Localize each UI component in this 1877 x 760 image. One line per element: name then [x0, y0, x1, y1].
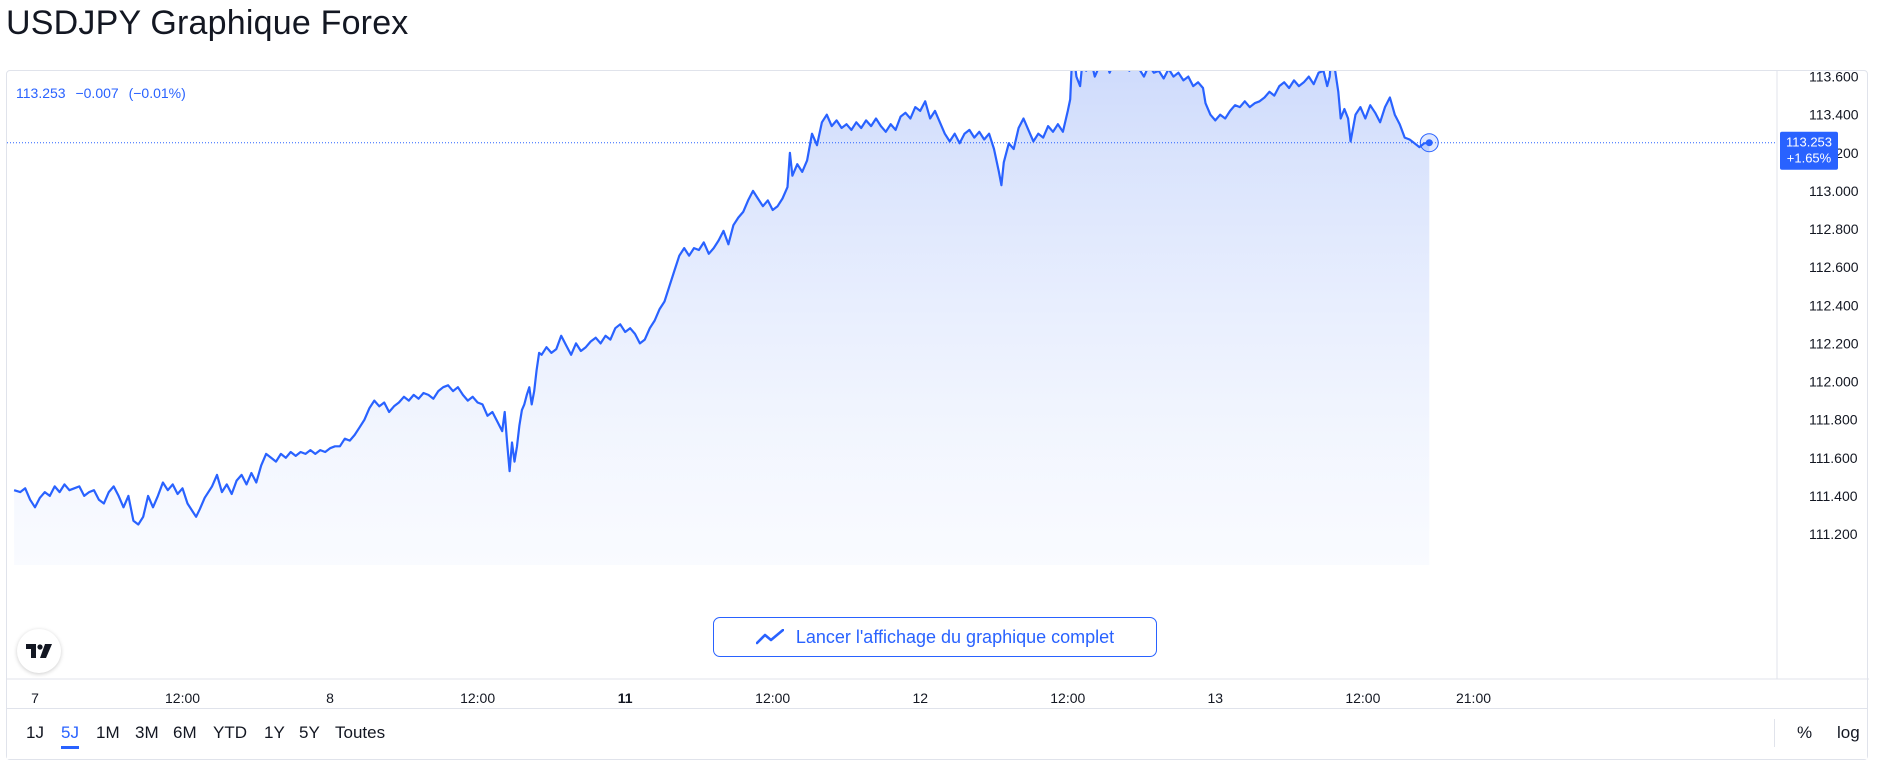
y-tick-label: 113.000: [1809, 183, 1859, 199]
page-title: USDJPY Graphique Forex: [6, 4, 409, 42]
x-tick-label: 8: [326, 690, 334, 706]
y-tick-label: 112.200: [1809, 335, 1859, 351]
last-price-value: 113.253: [1786, 135, 1832, 150]
launch-full-chart-button[interactable]: Lancer l'affichage du graphique complet: [713, 617, 1157, 657]
x-tick-label: 12:00: [1345, 690, 1380, 706]
tradingview-logo-icon[interactable]: [17, 629, 61, 673]
range-button-1m[interactable]: 1M: [96, 723, 120, 742]
chart-line-icon: [755, 629, 784, 645]
legend-change: −0.007: [75, 85, 119, 101]
toolbar-divider: [1774, 719, 1775, 747]
x-tick-label: 7: [31, 690, 39, 706]
log-scale-button[interactable]: log: [1837, 723, 1860, 742]
x-tick-label: 12:00: [1050, 690, 1085, 706]
legend-change-pct: (−0.01%): [128, 85, 186, 101]
y-tick-label: 112.800: [1809, 221, 1859, 237]
tradingview-logo-glyph: [26, 644, 52, 658]
launch-full-chart-label: Lancer l'affichage du graphique complet: [795, 626, 1115, 647]
chart-canvas[interactable]: 114.000113.800113.600113.400113.200113.0…: [7, 71, 1869, 711]
chart-widget[interactable]: 114.000113.800113.600113.400113.200113.0…: [6, 70, 1869, 760]
last-price-marker: [1425, 139, 1433, 147]
range-button-ytd[interactable]: YTD: [213, 723, 247, 742]
series-line: [13, 71, 1430, 526]
range-button-5j[interactable]: 5J: [61, 723, 79, 749]
x-tick-label: 12:00: [165, 690, 200, 706]
percent-scale-button[interactable]: %: [1797, 723, 1813, 742]
x-tick-label: 13: [1208, 690, 1224, 706]
y-tick-label: 111.200: [1809, 526, 1858, 542]
y-tick-label: 111.800: [1809, 412, 1858, 428]
range-button-5y[interactable]: 5Y: [299, 723, 320, 742]
y-tick-label: 111.400: [1809, 488, 1858, 504]
range-button-1y[interactable]: 1Y: [264, 723, 285, 742]
last-price-badge: [1780, 131, 1838, 170]
range-button-6m[interactable]: 6M: [173, 723, 197, 742]
y-tick-label: 113.400: [1809, 107, 1859, 123]
range-button-1j[interactable]: 1J: [26, 723, 44, 742]
x-tick-label: 12:00: [755, 690, 790, 706]
x-tick-label: 11: [618, 690, 633, 706]
y-tick-label: 112.600: [1809, 259, 1859, 275]
y-tick-label: 112.000: [1809, 374, 1859, 390]
y-tick-label: 111.600: [1809, 450, 1858, 466]
series-area: [14, 71, 1430, 565]
y-tick-label: 113.600: [1809, 71, 1859, 85]
y-tick-label: 112.400: [1809, 297, 1859, 313]
x-tick-label: 12: [912, 690, 928, 706]
x-tick-label: 12:00: [460, 690, 495, 706]
range-button-3m[interactable]: 3M: [135, 723, 159, 742]
range-toolbar: 1J 5J 1M 3M 6M YTD 1Y 5Y Toutes % log: [7, 708, 1867, 759]
legend-price: 113.253: [16, 85, 66, 101]
price-legend: 113.253 −0.007 (−0.01%): [16, 85, 192, 101]
last-price-change: +1.65%: [1787, 151, 1832, 166]
range-button-toutes[interactable]: Toutes: [335, 723, 386, 742]
x-tick-label: 21:00: [1456, 690, 1491, 706]
